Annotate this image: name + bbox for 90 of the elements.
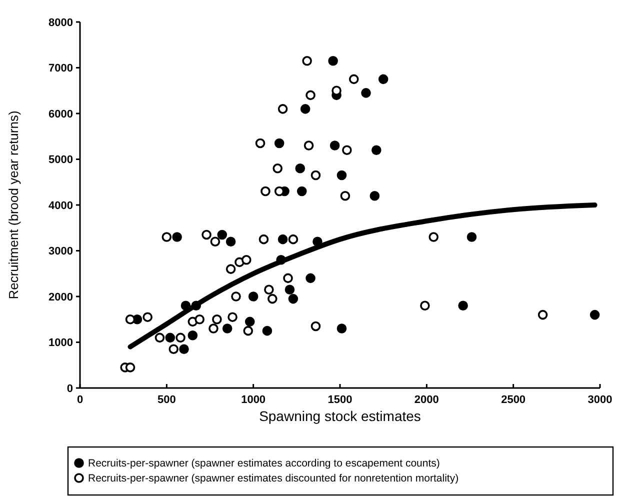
point [302,56,312,66]
y-tick-label: 6000 [48,108,73,120]
point [458,300,468,311]
point [288,234,298,244]
point [255,138,266,148]
point [378,74,388,84]
point [340,190,350,201]
point [312,236,322,246]
point [276,255,286,265]
point [125,314,136,324]
point [306,90,316,100]
y-tick-label: 8000 [48,16,73,29]
point [296,186,307,196]
point [258,234,269,244]
point [212,314,222,324]
point [168,344,178,354]
x-tick-label: 0 [76,394,84,406]
point [248,292,258,302]
point [228,312,238,322]
x-tick-label: 2500 [501,394,526,406]
point [179,344,189,354]
point [180,300,191,311]
legend-label: Recruits-per-spawner (spawner estimates according to escapement counts) [88,458,440,470]
point [226,236,236,246]
point [328,56,338,66]
point [208,324,218,334]
y-tick-label: 7000 [48,62,73,75]
point [306,273,316,284]
point [172,232,182,242]
point [590,310,600,320]
point [217,230,228,240]
y-axis-title: Recruitment (brood year returns) [6,110,21,300]
point [420,300,430,311]
point [336,324,347,334]
point [222,324,232,334]
x-tick-label: 1500 [328,394,352,406]
point [176,332,186,343]
point [278,104,288,114]
y-tick-label: 2000 [48,291,73,304]
y-tick-label: 1000 [48,337,73,350]
x-axis-title: Spawning stock estimates [259,408,421,424]
point [264,284,274,295]
x-tick-label: 500 [157,394,176,406]
point [194,314,204,324]
point [268,294,278,304]
point [226,264,236,274]
y-tick-label: 0 [66,382,73,395]
point [372,145,382,155]
point [244,316,255,327]
point [330,140,340,150]
point [284,284,295,295]
point [243,326,254,336]
point [428,232,438,242]
point [210,236,220,246]
point [274,138,284,148]
point [348,74,359,84]
x-tick-label: 1000 [241,394,266,406]
point [125,362,136,372]
point [162,232,172,242]
point [231,292,241,302]
point [370,190,380,201]
point [191,300,202,311]
x-tick-label: 2000 [414,394,439,406]
point [154,332,165,343]
point [262,326,272,336]
point [304,140,314,150]
y-tick-label: 3000 [48,246,73,258]
legend-label: Recruits-per-spawner (spawner estimates discounted for nonretention mortality) [88,472,459,485]
point [283,273,293,284]
point [272,164,282,174]
point [165,332,176,343]
point [310,170,321,180]
point [188,330,198,340]
point [278,234,288,244]
point [538,310,548,320]
x-tick-label: 3000 [588,394,612,406]
point [142,312,152,322]
y-tick-label: 4000 [48,200,73,212]
point [288,294,298,304]
point [336,170,347,180]
point [295,164,306,174]
point [310,321,321,332]
point [300,104,310,114]
point [202,230,212,240]
y-tick-label: 5000 [48,154,73,166]
point [361,88,371,98]
point [242,255,252,265]
point [466,232,477,242]
point [260,186,270,196]
point [342,145,352,155]
